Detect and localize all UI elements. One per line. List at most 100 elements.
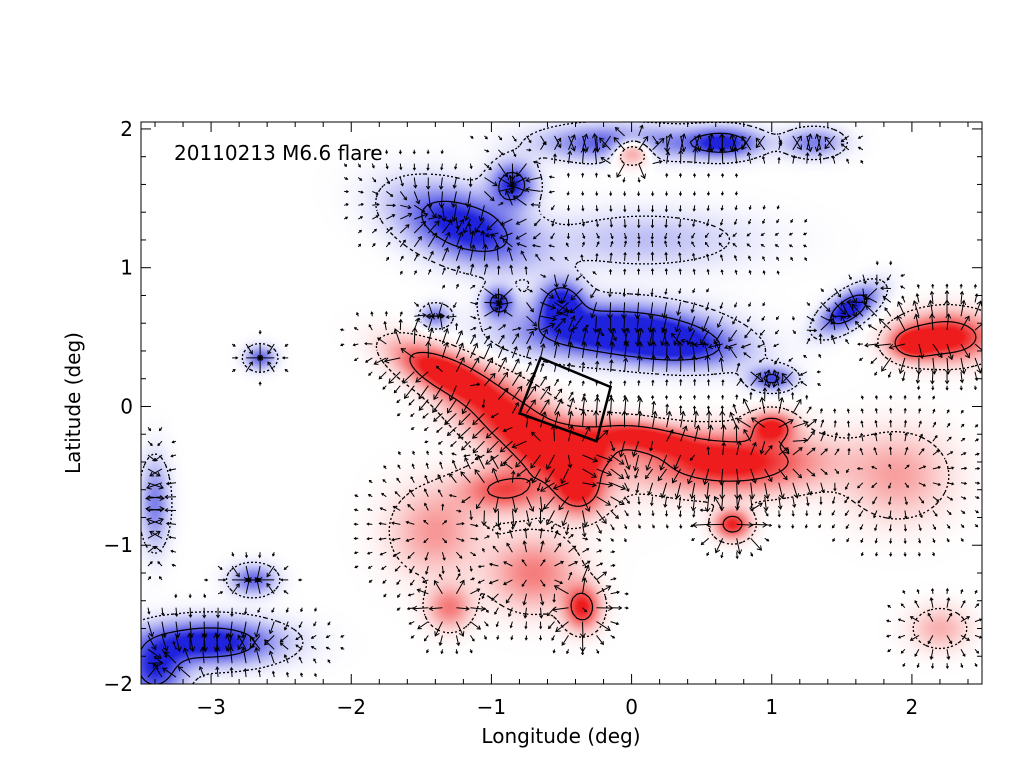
- field-vector: [427, 220, 440, 234]
- field-vector: [582, 324, 589, 331]
- field-vector: [691, 241, 696, 248]
- field-vector: [399, 224, 410, 234]
- field-vector: [553, 593, 555, 602]
- field-vector: [707, 447, 710, 456]
- field-vector-head: [539, 486, 546, 492]
- field-vector-head: [900, 650, 904, 654]
- field-vector: [679, 253, 682, 261]
- field-vector-head: [502, 428, 507, 433]
- field-vector-head: [448, 494, 452, 498]
- field-vector: [665, 219, 668, 228]
- field-vector-head: [871, 465, 875, 469]
- field-vector: [596, 562, 603, 567]
- field-vector: [487, 218, 499, 231]
- field-vector-head: [393, 328, 400, 334]
- field-vector-head: [368, 579, 372, 583]
- field-vector-head: [219, 567, 223, 571]
- field-vector: [432, 399, 443, 413]
- field-vector: [781, 373, 794, 387]
- field-vector-head: [457, 569, 461, 573]
- field-vector: [764, 445, 773, 456]
- field-vector-head: [882, 295, 887, 300]
- field-vector-head: [158, 428, 162, 432]
- field-vector: [467, 191, 471, 208]
- field-vector: [700, 329, 710, 345]
- field-vector-head: [310, 646, 314, 649]
- field-vector-head: [379, 552, 383, 556]
- field-vector-head: [934, 435, 938, 439]
- field-vector-head: [482, 243, 489, 250]
- field-vector-head: [917, 553, 921, 557]
- field-vector: [173, 641, 177, 650]
- field-vector-head: [692, 224, 696, 228]
- field-vector-head: [695, 133, 702, 140]
- field-vector: [374, 357, 387, 365]
- field-vector-head: [521, 559, 525, 563]
- field-vector: [508, 607, 513, 617]
- field-vector-head: [931, 387, 935, 391]
- field-vector-head: [806, 133, 813, 139]
- field-vector: [832, 496, 836, 504]
- field-vector-head: [699, 508, 703, 512]
- field-vector-head: [248, 350, 253, 355]
- field-vector: [368, 324, 373, 331]
- field-vector: [455, 621, 464, 637]
- field-vector-head: [944, 380, 950, 385]
- field-vector: [831, 335, 836, 345]
- field-vector-head: [403, 196, 407, 201]
- field-vector-head: [677, 240, 681, 244]
- field-vector-head: [284, 343, 288, 347]
- field-vector: [736, 468, 739, 485]
- field-vector-head: [439, 461, 443, 465]
- field-vector-head: [932, 408, 936, 412]
- field-vector-head: [398, 151, 403, 155]
- field-vector-head: [405, 538, 410, 542]
- field-vector: [523, 593, 527, 605]
- field-vector-head: [396, 607, 400, 611]
- field-vector-head: [472, 447, 479, 454]
- field-vector-head: [254, 646, 260, 653]
- field-vector: [470, 523, 478, 527]
- field-vector: [882, 295, 892, 303]
- positive-strong-contour: [409, 321, 977, 621]
- field-vector-head: [591, 482, 597, 488]
- field-vector: [483, 343, 492, 359]
- field-vector-head: [607, 481, 614, 488]
- field-vector-head: [491, 467, 498, 474]
- field-vector: [721, 482, 724, 499]
- field-vector-head: [410, 476, 414, 480]
- field-vector-head: [720, 405, 724, 409]
- field-vector: [750, 442, 757, 456]
- field-vector-head: [929, 596, 934, 601]
- field-vector: [705, 242, 710, 248]
- field-vector-head: [458, 419, 464, 426]
- field-vector-head: [488, 562, 493, 567]
- field-vector-head: [566, 651, 570, 655]
- field-vector: [596, 454, 612, 461]
- field-vector-head: [631, 451, 638, 458]
- field-vector-head: [371, 165, 375, 169]
- field-vector-head: [637, 396, 643, 403]
- field-vector: [764, 523, 772, 526]
- field-vector: [913, 300, 920, 317]
- field-vector-head: [903, 553, 907, 557]
- field-vector-head: [531, 431, 536, 437]
- field-vector-head: [514, 402, 519, 407]
- field-vector-head: [175, 646, 182, 652]
- field-vector-head: [706, 394, 711, 398]
- field-vector-head: [824, 136, 830, 142]
- field-vector-head: [244, 577, 250, 583]
- field-vector-head: [366, 508, 371, 512]
- field-vector: [399, 319, 402, 331]
- field-vector-head: [897, 618, 901, 622]
- field-vector: [634, 468, 640, 479]
- field-vector-head: [650, 240, 654, 244]
- field-vector: [820, 419, 824, 428]
- field-vector-head: [623, 380, 627, 384]
- field-vector-head: [804, 525, 808, 529]
- field-vector-head: [545, 385, 551, 392]
- field-vector-head: [805, 513, 809, 517]
- field-vector: [500, 440, 513, 453]
- field-vector: [494, 607, 499, 615]
